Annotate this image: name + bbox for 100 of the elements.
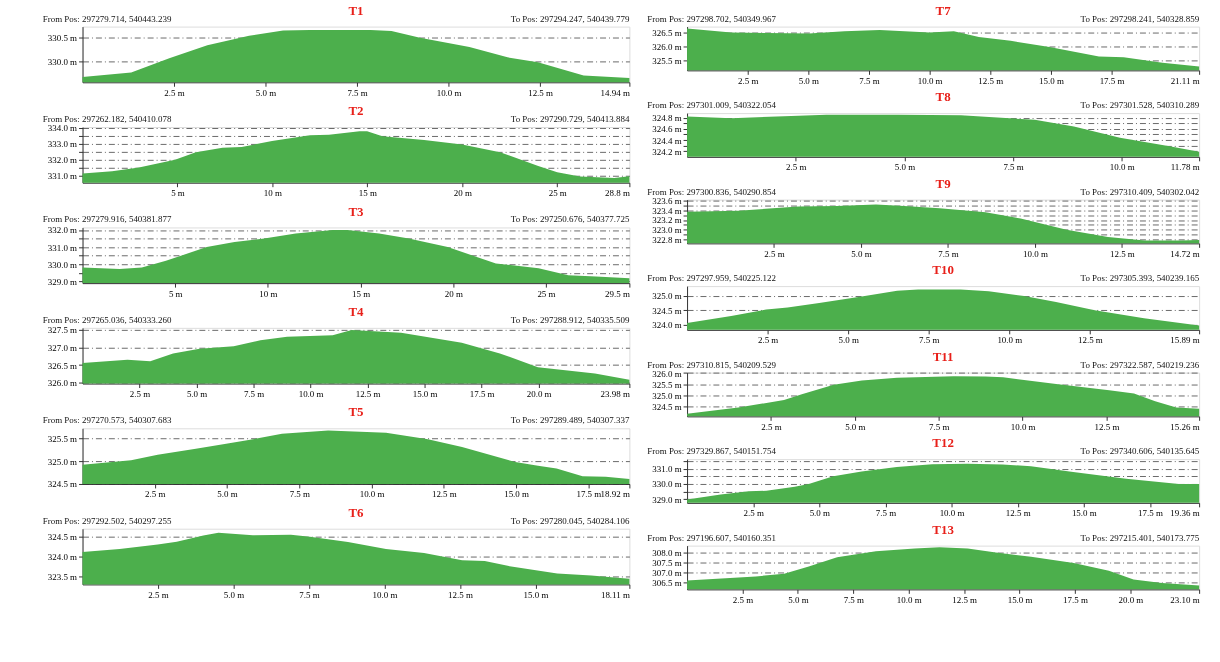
chart-title: T12: [932, 435, 954, 451]
x-tick-label: 10.0 m: [372, 589, 398, 600]
x-tick-label: 10.0 m: [1109, 162, 1135, 173]
y-tick-label: 324.5 m: [652, 305, 682, 316]
x-tick-label: 10.0 m: [939, 508, 965, 519]
text: To Pos: 297290.729, 540413.884: [510, 114, 630, 125]
y-tick-label: 307.0 m: [652, 567, 682, 578]
y-tick-label: 322.8 m: [652, 234, 682, 245]
text: To Pos: 297322.587, 540219.236: [1080, 359, 1200, 370]
y-tick-label: 327.5 m: [47, 325, 78, 336]
y-tick-label: 325.5 m: [47, 433, 78, 444]
text: From Pos: 297292.502, 540297.255: [42, 515, 172, 526]
x-tick-label: 20.0 m: [1118, 594, 1144, 605]
chart-title: T4: [348, 303, 365, 319]
y-tick-label: 334.0 m: [47, 123, 78, 134]
chart-title: T9: [935, 175, 951, 191]
x-tick-label: 15 m: [358, 188, 377, 199]
x-tick-label: 14.94 m: [600, 87, 630, 98]
x-tick-label: 5.0 m: [851, 248, 872, 259]
y-tick-label: 325.0 m: [652, 390, 682, 401]
chart-title: T10: [932, 262, 954, 278]
x-tick-label: 7.5 m: [289, 489, 311, 500]
y-tick-label: 329.0 m: [652, 494, 682, 505]
x-tick-label: 18.11 m: [600, 589, 630, 600]
x-tick-label: 12.5 m: [431, 489, 457, 500]
x-tick-label: 12.5 m: [355, 388, 381, 399]
y-tick-label: 330.0 m: [47, 259, 78, 270]
chart-title: T5: [348, 404, 364, 420]
x-tick-label: 28.8 m: [605, 188, 630, 199]
y-tick-label: 325.0 m: [652, 291, 682, 302]
x-tick-label: 17.5 m: [1099, 75, 1125, 86]
chart-title: T3: [348, 203, 365, 219]
y-tick-label: 326.0 m: [652, 368, 682, 379]
text: To Pos: 297250.676, 540377.725: [510, 214, 630, 225]
text: To Pos: 297298.241, 540328.859: [1080, 13, 1200, 24]
x-tick-label: 2.5 m: [743, 508, 764, 519]
x-tick-label: 7.5 m: [938, 248, 959, 259]
text: From Pos: 297270.573, 540307.683: [42, 415, 172, 426]
y-tick-label: 331.0 m: [47, 242, 78, 253]
x-tick-label: 12.5 m: [528, 87, 554, 98]
y-tick-label: 324.5 m: [652, 402, 682, 413]
text: To Pos: 297301.528, 540310.289: [1080, 100, 1200, 111]
x-tick-label: 17.5 m: [469, 388, 495, 399]
x-tick-label: 10.0 m: [436, 87, 462, 98]
x-tick-label: 7.5 m: [347, 87, 368, 98]
y-tick-label: 325.5 m: [652, 379, 682, 390]
x-tick-label: 7.5 m: [243, 388, 265, 399]
x-tick-label: 5.0 m: [838, 335, 859, 346]
x-tick-label: 2.5 m: [145, 489, 166, 500]
text: From Pos: 297329.867, 540151.754: [647, 446, 777, 457]
x-tick-label: 18.92 m: [600, 489, 630, 500]
x-tick-label: 10.0 m: [1023, 248, 1048, 259]
y-tick-label: 332.0 m: [47, 225, 78, 236]
text: From Pos: 297300.836, 540290.854: [647, 186, 777, 197]
x-tick-label: 20 m: [444, 288, 463, 299]
y-tick-label: 308.0 m: [652, 548, 682, 559]
x-tick-label: 20 m: [453, 188, 472, 199]
x-tick-label: 10.0 m: [1010, 421, 1036, 432]
y-tick-label: 307.5 m: [652, 558, 682, 568]
text: To Pos: 297310.409, 540302.042: [1080, 186, 1200, 197]
x-tick-label: 12.5 m: [1109, 248, 1135, 259]
x-tick-label: 10.0 m: [298, 388, 324, 399]
x-tick-label: 15 m: [352, 288, 371, 299]
x-tick-label: 2.5 m: [148, 589, 169, 600]
x-tick-label: 20.0 m: [526, 388, 552, 399]
y-tick-label: 323.2 m: [652, 215, 682, 226]
text: From Pos: 297262.182, 540410.078: [42, 114, 172, 125]
chart-title: T7: [935, 2, 952, 18]
x-tick-label: 17.5 m: [1138, 508, 1163, 519]
x-tick-label: 5.0 m: [894, 162, 916, 173]
chart-title: T8: [935, 89, 952, 105]
y-tick-label: 324.0 m: [47, 552, 78, 563]
x-tick-label: 7.5 m: [929, 421, 950, 432]
x-tick-label: 17.5 m: [576, 489, 602, 500]
y-tick-label: 326.5 m: [652, 28, 682, 39]
text: From Pos: 297279.714, 540443.239: [42, 13, 172, 24]
text: To Pos: 297305.393, 540239.165: [1080, 273, 1200, 284]
x-tick-label: 10 m: [259, 288, 278, 299]
y-tick-label: 326.0 m: [652, 42, 682, 53]
x-tick-label: 7.5 m: [843, 594, 865, 605]
text: To Pos: 297280.045, 540284.106: [510, 515, 630, 526]
y-tick-label: 331.0 m: [47, 171, 78, 182]
x-tick-label: 7.5 m: [919, 335, 940, 346]
x-tick-label: 7.5 m: [1003, 162, 1024, 173]
chart-title: T1: [348, 2, 364, 18]
x-tick-label: 2.5 m: [764, 248, 785, 259]
y-tick-label: 333.0 m: [47, 139, 78, 150]
x-tick-label: 25 m: [537, 288, 556, 299]
y-tick-label: 324.0 m: [652, 320, 682, 331]
x-tick-label: 5.0 m: [186, 388, 208, 399]
x-tick-label: 12.5 m: [978, 75, 1004, 86]
x-tick-label: 15.0 m: [1038, 75, 1064, 86]
chart-title: T11: [932, 348, 954, 364]
y-tick-label: 325.5 m: [652, 56, 682, 67]
y-tick-label: 331.0 m: [652, 464, 682, 475]
y-tick-label: 329.0 m: [47, 276, 78, 287]
y-tick-label: 323.4 m: [652, 205, 682, 216]
text: From Pos: 297310.815, 540209.529: [647, 359, 777, 370]
x-tick-label: 10 m: [263, 188, 283, 199]
y-tick-label: 330.0 m: [47, 57, 78, 68]
